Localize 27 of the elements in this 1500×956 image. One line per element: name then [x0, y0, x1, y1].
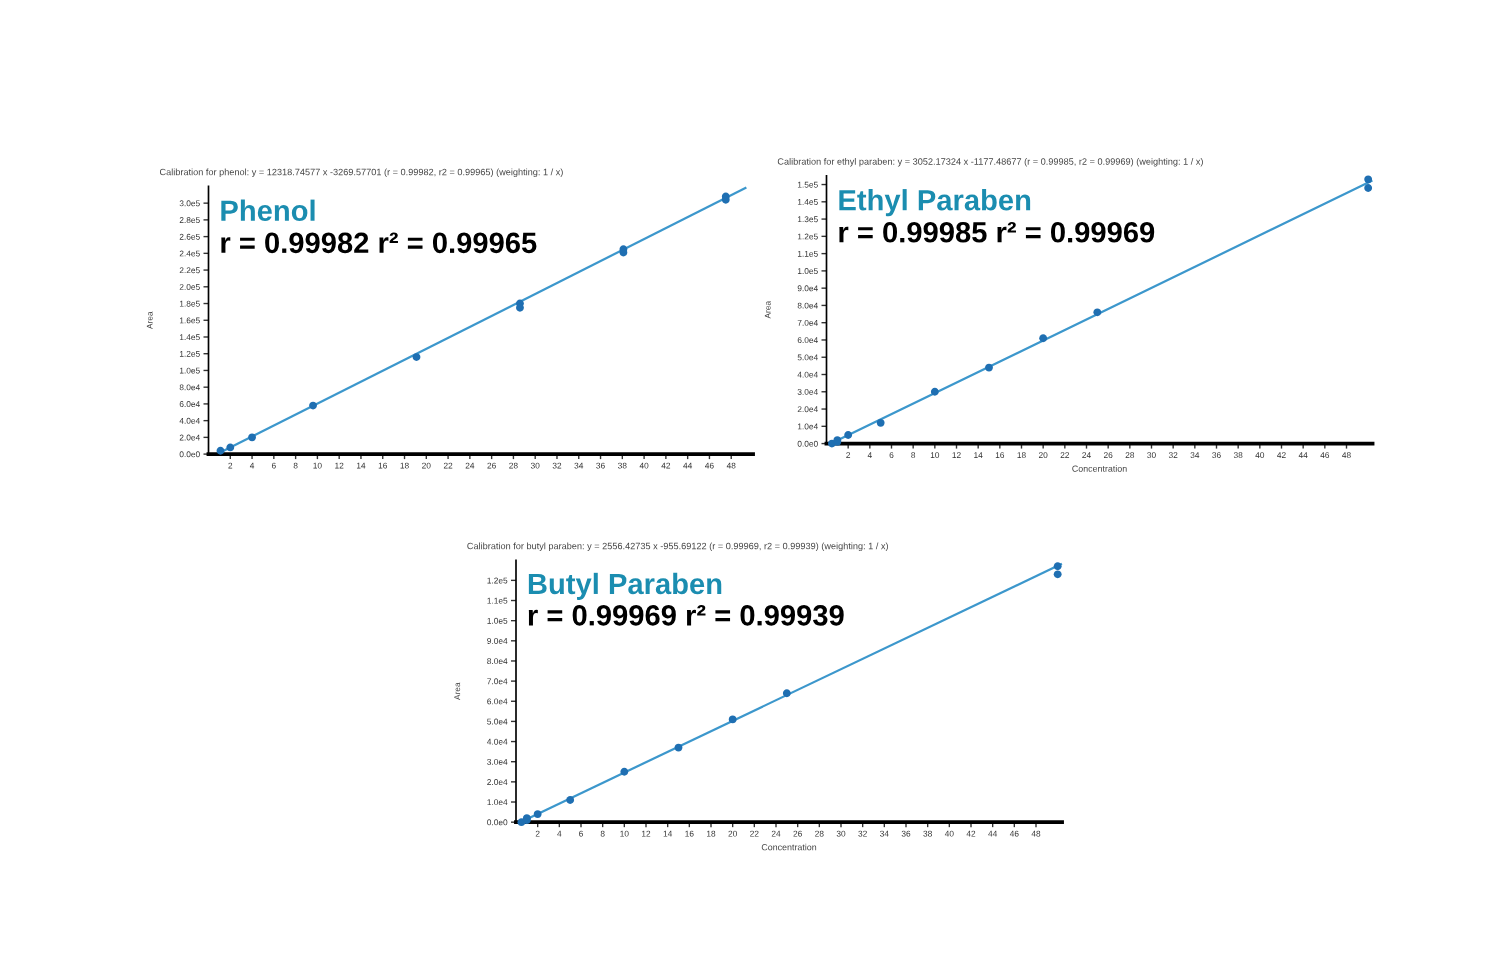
point [620, 767, 629, 776]
annotation: r = 0.99982 r² = 0.99965 [221, 232, 537, 254]
point [216, 446, 225, 455]
annotation: r = 0.99985 r² = 0.99969 [839, 221, 1155, 243]
point [1053, 570, 1062, 579]
point [533, 810, 542, 819]
point [248, 433, 256, 442]
point [566, 796, 575, 804]
point [412, 353, 421, 361]
point [985, 363, 993, 372]
point [1093, 308, 1102, 317]
annotation: Ethyl Paraben [839, 189, 1031, 217]
point [782, 689, 791, 698]
point [876, 418, 885, 427]
annotation: r = 0.99969 r² = 0.99939 [528, 605, 844, 626]
point [1053, 562, 1062, 571]
point [1364, 175, 1373, 184]
annotation: Phenol [221, 199, 315, 222]
point [930, 387, 939, 396]
point [1364, 184, 1373, 192]
point [728, 715, 737, 724]
annotation: Butyl Paraben [528, 572, 722, 600]
point [309, 401, 317, 410]
point [1039, 334, 1048, 343]
point [674, 743, 683, 752]
point [226, 443, 235, 452]
point [844, 431, 853, 439]
